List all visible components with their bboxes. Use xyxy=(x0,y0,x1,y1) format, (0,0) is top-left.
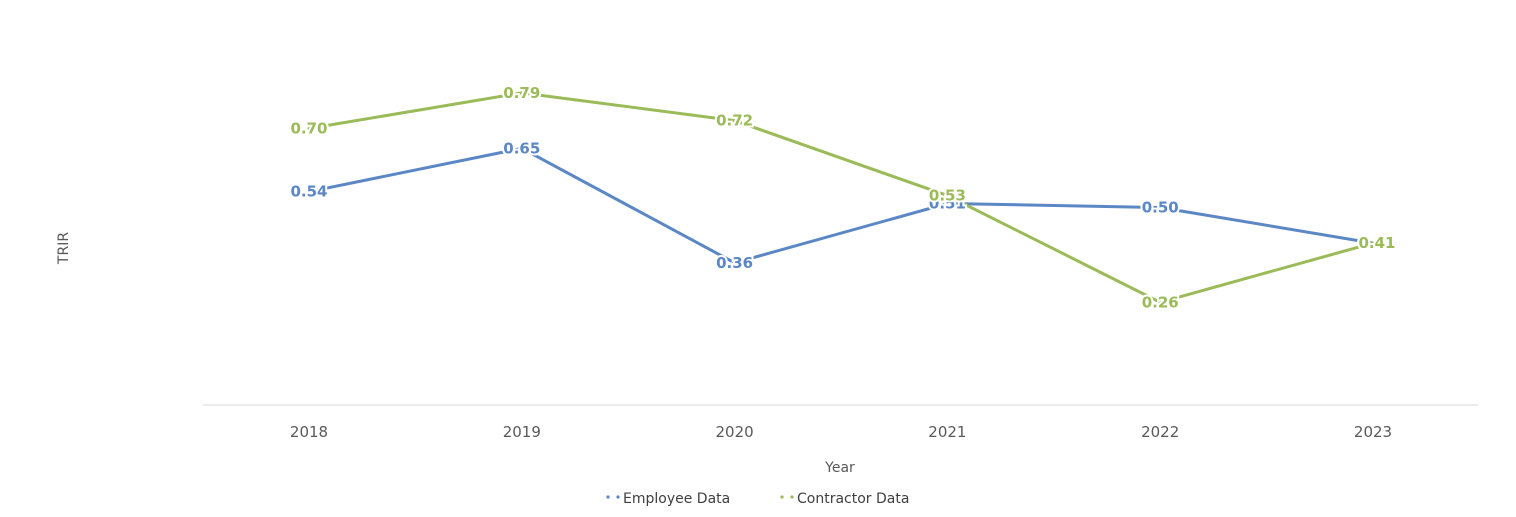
legend-marker-dot xyxy=(606,495,610,499)
x-tick-label: 2021 xyxy=(928,423,966,441)
legend-label: Contractor Data xyxy=(797,491,909,507)
x-tick-label: 2019 xyxy=(503,423,541,441)
data-label: 0.65 xyxy=(503,139,540,157)
data-labels: 0.54 0.65 0.36 0.51 0.50 0.41 0.70 0.79 0.72 0.53… xyxy=(288,82,1397,313)
data-label: 0.70 xyxy=(290,120,327,138)
data-label: 0.50 xyxy=(1142,199,1179,217)
legend-label: Employee Data xyxy=(623,491,730,507)
legend-marker-dot xyxy=(780,495,784,499)
series-line-0 xyxy=(307,146,1375,265)
legend-marker-dot xyxy=(616,495,620,499)
legend: Employee Data Contractor Data xyxy=(606,491,909,507)
legend-item: Employee Data xyxy=(606,491,730,507)
data-label: 0.36 xyxy=(716,254,753,272)
x-tick-label: 2018 xyxy=(290,423,328,441)
legend-marker-dot xyxy=(790,495,794,499)
x-tick-label: 2022 xyxy=(1141,423,1179,441)
y-axis-title: TRIR xyxy=(56,232,72,265)
series-line-1 xyxy=(307,91,1375,304)
x-axis-title: Year xyxy=(824,460,855,476)
data-label: 0.26 xyxy=(1142,293,1179,311)
data-label: 0.41 xyxy=(1358,234,1395,252)
x-tick-label: 2023 xyxy=(1354,423,1392,441)
series-lines xyxy=(307,91,1375,304)
data-label: 0.41 xyxy=(1358,234,1395,252)
legend-item: Contractor Data xyxy=(780,491,909,507)
data-label: 0.53 xyxy=(929,187,966,205)
data-label: 0.51 xyxy=(929,195,966,213)
data-label: 0.54 xyxy=(290,183,327,201)
x-tick-labels: 2018 2019 2020 2021 2022 2023 xyxy=(290,423,1392,441)
data-label: 0.79 xyxy=(503,84,540,102)
x-tick-label: 2020 xyxy=(716,423,754,441)
data-label: 0.72 xyxy=(716,112,753,130)
